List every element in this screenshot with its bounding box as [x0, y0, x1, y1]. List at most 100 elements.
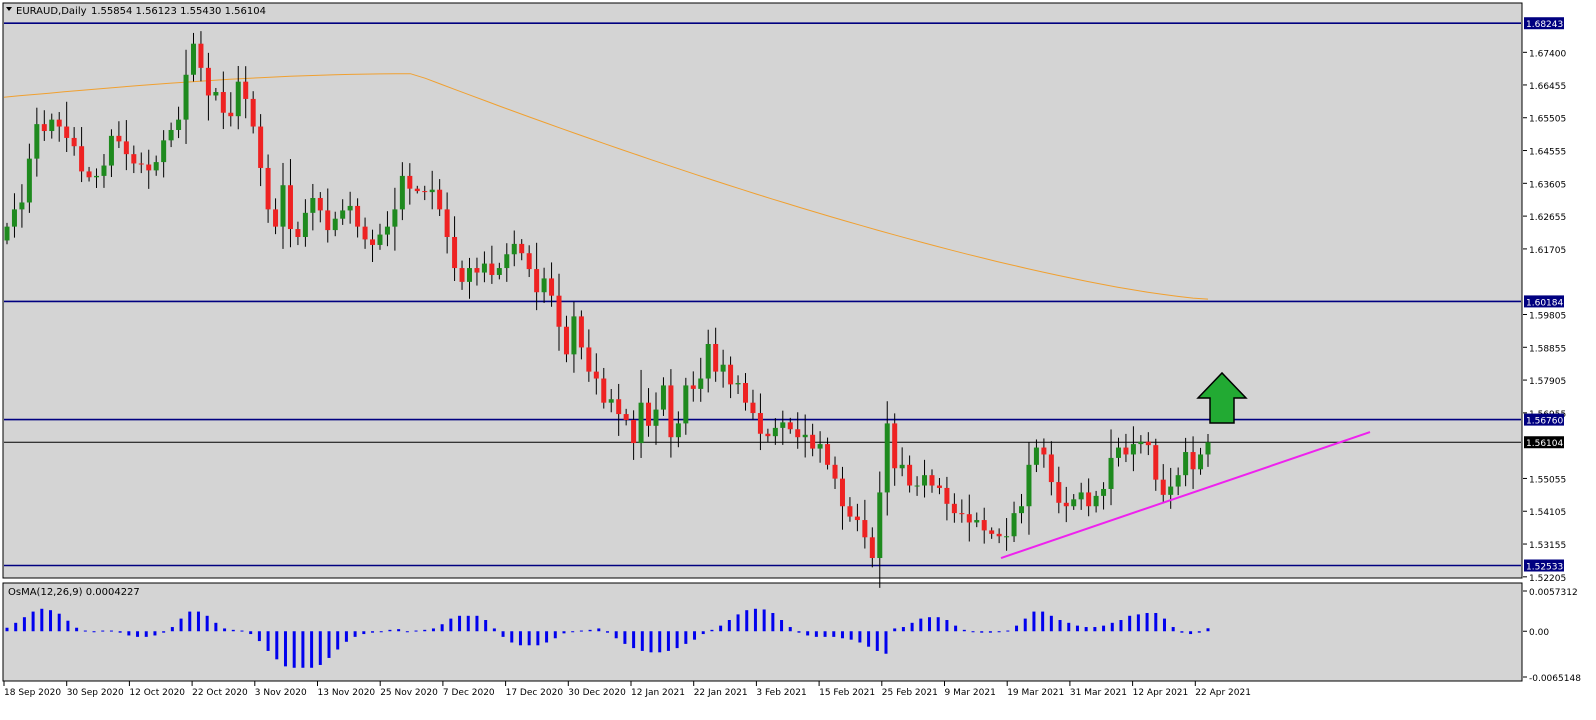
- bear-candle[interactable]: [474, 268, 480, 273]
- bull-candle[interactable]: [735, 383, 741, 385]
- bear-candle[interactable]: [146, 164, 152, 171]
- bull-candle[interactable]: [161, 140, 167, 163]
- bear-candle[interactable]: [362, 226, 368, 240]
- bear-candle[interactable]: [287, 185, 293, 230]
- bear-candle[interactable]: [407, 175, 413, 189]
- bear-candle[interactable]: [951, 503, 957, 514]
- bull-candle[interactable]: [235, 81, 241, 117]
- bull-candle[interactable]: [1033, 447, 1039, 465]
- bull-candle[interactable]: [608, 399, 614, 403]
- bull-candle[interactable]: [26, 158, 32, 203]
- bear-candle[interactable]: [854, 516, 860, 521]
- bull-candle[interactable]: [571, 316, 577, 355]
- bear-candle[interactable]: [273, 209, 279, 227]
- bear-candle[interactable]: [959, 513, 965, 515]
- bull-candle[interactable]: [1101, 488, 1107, 496]
- bear-candle[interactable]: [41, 124, 47, 132]
- bull-candle[interactable]: [190, 43, 196, 75]
- bull-candle[interactable]: [1198, 454, 1204, 470]
- bull-candle[interactable]: [772, 427, 778, 437]
- bear-candle[interactable]: [646, 402, 652, 426]
- osma-panel[interactable]: [2, 582, 1523, 682]
- bear-candle[interactable]: [370, 239, 376, 245]
- bear-candle[interactable]: [996, 533, 1002, 537]
- dropdown-triangle-icon[interactable]: [6, 7, 12, 11]
- price-panel[interactable]: [2, 2, 1523, 579]
- bear-candle[interactable]: [869, 537, 875, 559]
- bull-candle[interactable]: [1138, 441, 1144, 445]
- bear-candle[interactable]: [56, 119, 62, 127]
- bear-candle[interactable]: [1153, 445, 1159, 480]
- bull-candle[interactable]: [922, 475, 928, 486]
- bull-candle[interactable]: [511, 243, 517, 255]
- bull-candle[interactable]: [466, 268, 472, 282]
- bull-candle[interactable]: [496, 268, 502, 275]
- bear-candle[interactable]: [847, 506, 853, 517]
- bull-candle[interactable]: [1078, 492, 1084, 500]
- bear-candle[interactable]: [79, 146, 85, 172]
- bull-candle[interactable]: [1130, 444, 1136, 455]
- bear-candle[interactable]: [966, 514, 972, 523]
- bull-candle[interactable]: [108, 135, 114, 166]
- bear-candle[interactable]: [534, 269, 540, 293]
- bear-candle[interactable]: [1041, 447, 1047, 455]
- bull-candle[interactable]: [94, 175, 100, 178]
- bear-candle[interactable]: [220, 92, 226, 113]
- bear-candle[interactable]: [414, 188, 420, 192]
- bear-candle[interactable]: [616, 399, 622, 415]
- bull-candle[interactable]: [399, 175, 405, 210]
- bear-candle[interactable]: [355, 205, 361, 227]
- bear-candle[interactable]: [437, 189, 443, 210]
- up-arrow-icon[interactable]: [1196, 371, 1248, 424]
- bull-candle[interactable]: [213, 92, 219, 96]
- bull-candle[interactable]: [377, 234, 383, 245]
- bull-candle[interactable]: [1071, 499, 1077, 507]
- bear-candle[interactable]: [936, 485, 942, 488]
- bear-candle[interactable]: [1048, 454, 1054, 483]
- bull-candle[interactable]: [11, 209, 17, 227]
- bear-candle[interactable]: [459, 268, 465, 282]
- bear-candle[interactable]: [489, 263, 495, 275]
- bear-candle[interactable]: [116, 135, 122, 142]
- bear-candle[interactable]: [86, 171, 92, 178]
- bear-candle[interactable]: [787, 422, 793, 430]
- bull-candle[interactable]: [877, 492, 883, 559]
- bear-candle[interactable]: [138, 163, 144, 165]
- bear-candle[interactable]: [243, 81, 249, 99]
- bear-candle[interactable]: [757, 413, 763, 434]
- bear-candle[interactable]: [750, 402, 756, 414]
- bull-candle[interactable]: [884, 423, 890, 493]
- bear-candle[interactable]: [1086, 492, 1092, 507]
- bear-candle[interactable]: [810, 434, 816, 449]
- bear-candle[interactable]: [228, 112, 234, 117]
- bull-candle[interactable]: [1011, 513, 1017, 537]
- bear-candle[interactable]: [631, 419, 637, 444]
- bear-candle[interactable]: [519, 243, 525, 254]
- bull-candle[interactable]: [310, 197, 316, 213]
- bull-candle[interactable]: [429, 189, 435, 193]
- bear-candle[interactable]: [1123, 447, 1129, 455]
- bear-candle[interactable]: [839, 478, 845, 507]
- bear-candle[interactable]: [668, 385, 674, 438]
- bear-candle[interactable]: [1160, 479, 1166, 495]
- bull-candle[interactable]: [332, 218, 338, 231]
- bull-candle[interactable]: [541, 278, 547, 293]
- bear-candle[interactable]: [981, 520, 987, 531]
- bull-candle[interactable]: [1004, 536, 1010, 538]
- bull-candle[interactable]: [280, 185, 286, 227]
- bull-candle[interactable]: [504, 254, 510, 269]
- bear-candle[interactable]: [586, 347, 592, 372]
- bull-candle[interactable]: [1019, 506, 1025, 514]
- bull-candle[interactable]: [481, 263, 487, 273]
- bull-candle[interactable]: [340, 210, 346, 219]
- bull-candle[interactable]: [176, 119, 182, 130]
- bear-candle[interactable]: [205, 67, 211, 96]
- bear-candle[interactable]: [563, 326, 569, 355]
- bear-candle[interactable]: [325, 210, 331, 231]
- bear-candle[interactable]: [295, 229, 301, 237]
- bear-candle[interactable]: [862, 520, 868, 538]
- bear-candle[interactable]: [265, 167, 271, 210]
- bear-candle[interactable]: [765, 433, 771, 437]
- bull-candle[interactable]: [4, 226, 10, 241]
- bear-candle[interactable]: [444, 209, 450, 237]
